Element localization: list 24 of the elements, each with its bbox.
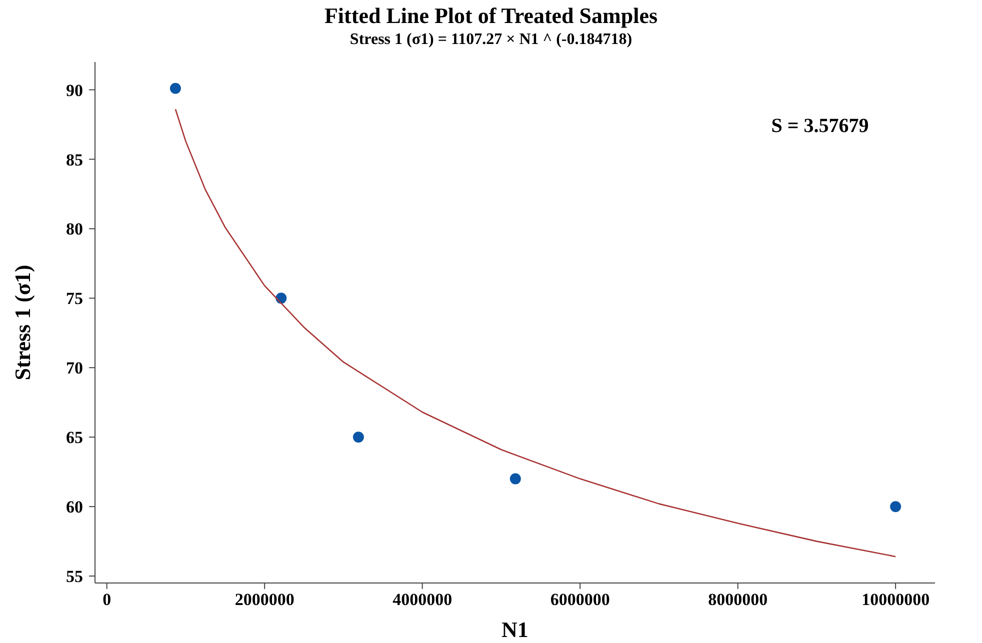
y-tick-label: 55: [66, 567, 83, 586]
y-tick-label: 60: [66, 498, 83, 517]
point: [890, 501, 902, 512]
y-tick-label: 75: [66, 289, 83, 308]
y-tick-label: 80: [66, 220, 83, 239]
x-tick-label: 2000000: [234, 590, 294, 609]
x-tick-label: 4000000: [392, 590, 452, 609]
x-tick-label: 6000000: [550, 590, 610, 609]
y-axis-title: Stress 1 (σ1): [10, 264, 35, 380]
y-tick-label: 70: [66, 358, 83, 378]
chart-title: Fitted Line Plot of Treated Samples: [324, 3, 658, 28]
point: [510, 473, 521, 484]
y-tick-label: 85: [66, 150, 83, 170]
point: [352, 432, 364, 443]
y-tick-label: 90: [66, 80, 83, 100]
line-series: [174, 108, 896, 558]
annotation: S = 3.57679: [771, 115, 869, 137]
chart-subtitle: Stress 1 (σ1) = 1107.27 × N1 ^ (-0.184718): [350, 31, 632, 48]
x-tick-label: 8000000: [708, 590, 768, 609]
y-tick-label: 65: [66, 428, 83, 448]
point: [170, 82, 181, 94]
x-axis-title: N1: [502, 617, 528, 642]
x-tick-label: 0: [102, 590, 112, 609]
x-tick-label: 10000000: [862, 590, 930, 609]
